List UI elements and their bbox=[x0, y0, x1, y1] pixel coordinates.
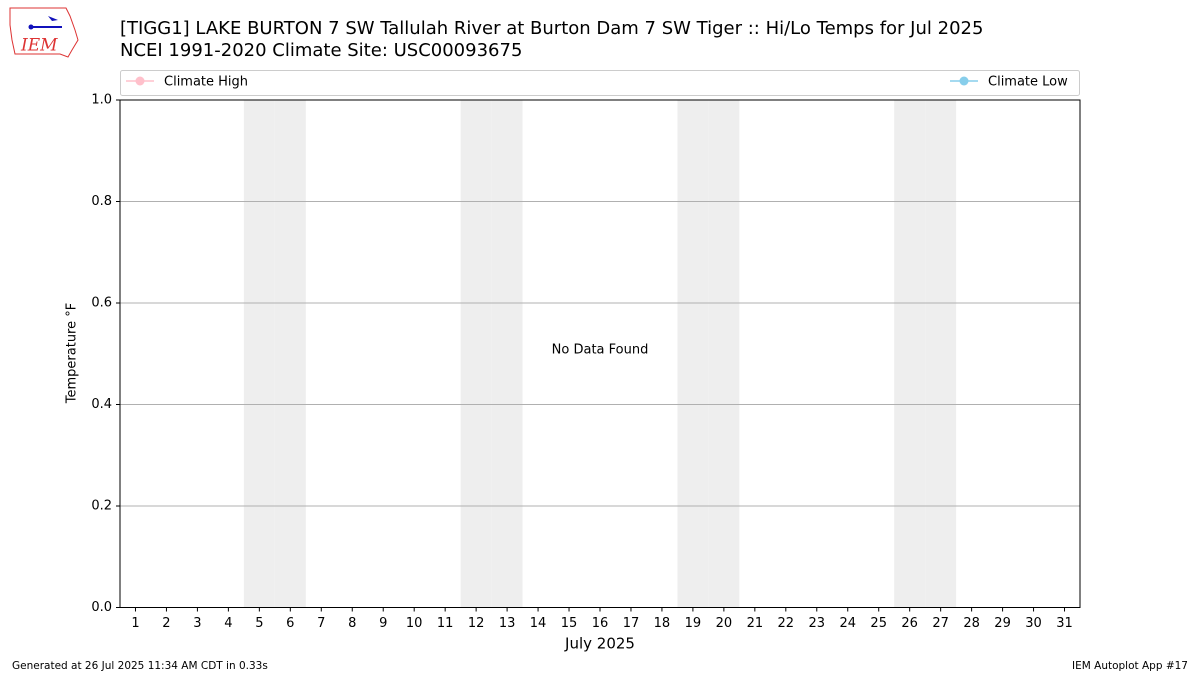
y-tick-label: 1.0 bbox=[91, 93, 112, 108]
logo-flag bbox=[48, 16, 58, 21]
x-tick-label: 23 bbox=[809, 616, 826, 631]
x-tick-label: 21 bbox=[747, 616, 764, 631]
shaded-day bbox=[894, 100, 926, 608]
y-tick-label: 0.6 bbox=[91, 296, 112, 311]
logo: IEM bbox=[9, 7, 79, 58]
x-tick-label: 19 bbox=[685, 616, 702, 631]
x-axis-label: July 2025 bbox=[564, 635, 635, 653]
x-tick-label: 16 bbox=[592, 616, 609, 631]
x-tick-label: 7 bbox=[317, 616, 325, 631]
x-tick-label: 17 bbox=[623, 616, 640, 631]
x-tick-label: 3 bbox=[193, 616, 201, 631]
shaded-day bbox=[677, 100, 709, 608]
logo-outline bbox=[9, 7, 79, 58]
x-tick-label: 5 bbox=[255, 616, 263, 631]
x-tick-label: 10 bbox=[406, 616, 423, 631]
chart-title: [TIGG1] LAKE BURTON 7 SW Tallulah River … bbox=[120, 18, 983, 39]
y-tick-label: 0.0 bbox=[91, 600, 112, 615]
x-tick-label: 28 bbox=[963, 616, 980, 631]
x-tick-label: 22 bbox=[778, 616, 795, 631]
x-tick-label: 26 bbox=[901, 616, 918, 631]
footer-left: Generated at 26 Jul 2025 11:34 AM CDT in… bbox=[12, 660, 268, 672]
x-tick-label: 9 bbox=[379, 616, 387, 631]
legend-label: Climate Low bbox=[988, 75, 1068, 90]
shaded-day bbox=[243, 100, 275, 608]
annotation: No Data Found bbox=[552, 342, 649, 357]
x-tick-label: 1 bbox=[131, 616, 139, 631]
x-tick-label: 30 bbox=[1025, 616, 1042, 631]
footer-right: IEM Autoplot App #17 bbox=[1072, 660, 1188, 672]
x-tick-label: 2 bbox=[162, 616, 170, 631]
shaded-day bbox=[925, 100, 957, 608]
shaded-day bbox=[274, 100, 306, 608]
shaded-day bbox=[460, 100, 492, 608]
x-tick-label: 27 bbox=[932, 616, 949, 631]
x-tick-label: 4 bbox=[224, 616, 232, 631]
x-tick-label: 29 bbox=[994, 616, 1011, 631]
plot-area: 0.00.20.40.60.81.01 2 3 4 5 6 7 8 9 10 11 12 13 14 15 1… bbox=[91, 93, 1081, 631]
legend bbox=[120, 70, 1080, 96]
shaded-day bbox=[708, 100, 740, 608]
x-tick-label: 15 bbox=[561, 616, 578, 631]
x-tick-label: 8 bbox=[348, 616, 356, 631]
y-tick-label: 0.8 bbox=[91, 194, 112, 209]
y-axis-label: Temperature °F bbox=[65, 303, 80, 404]
x-tick-label: 6 bbox=[286, 616, 294, 631]
x-tick-label: 11 bbox=[437, 616, 454, 631]
x-tick-label: 14 bbox=[530, 616, 547, 631]
logo-text: IEM bbox=[20, 36, 58, 56]
x-tick-label: 12 bbox=[468, 616, 485, 631]
legend-marker bbox=[135, 76, 145, 86]
plot-frame bbox=[119, 99, 1081, 608]
x-tick-label: 18 bbox=[654, 616, 671, 631]
chart-subtitle: NCEI 1991-2020 Climate Site: USC00093675 bbox=[120, 40, 522, 61]
x-tick-label: 31 bbox=[1056, 616, 1073, 631]
legend-label: Climate High bbox=[164, 75, 248, 90]
x-tick-label: 25 bbox=[870, 616, 887, 631]
logo-dot bbox=[28, 24, 34, 30]
shaded-day bbox=[491, 100, 523, 608]
y-tick-label: 0.4 bbox=[91, 397, 112, 412]
x-tick-label: 24 bbox=[839, 616, 856, 631]
legend-marker bbox=[959, 76, 969, 86]
x-tick-label: 13 bbox=[499, 616, 516, 631]
y-tick-label: 0.2 bbox=[91, 499, 112, 514]
x-tick-label: 20 bbox=[716, 616, 733, 631]
